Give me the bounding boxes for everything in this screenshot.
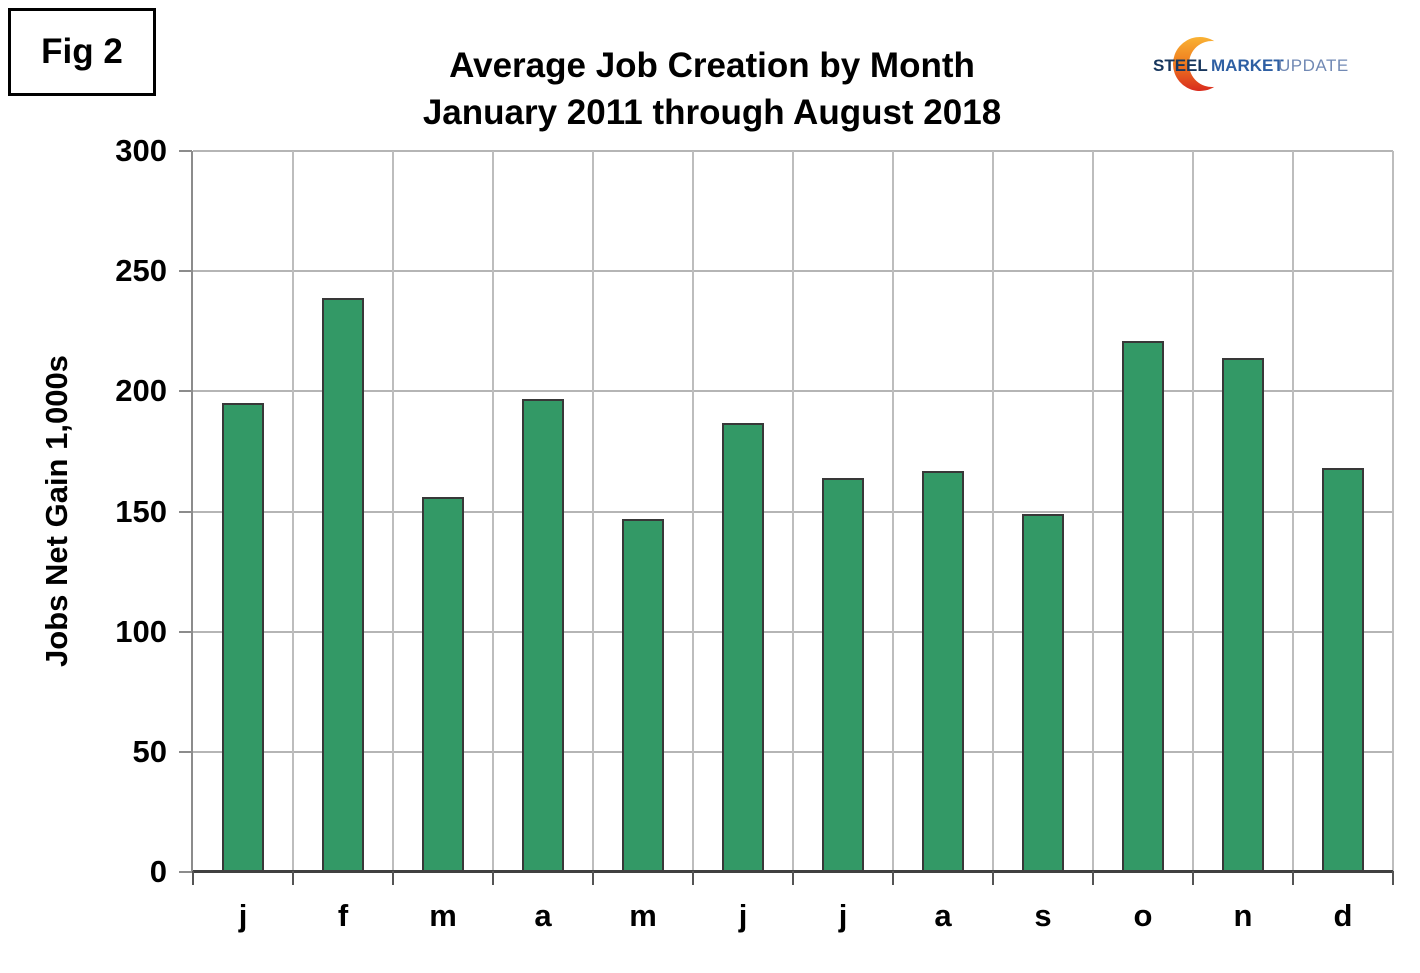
x-tick-label-11-n: n [1233,898,1253,933]
gridline-v-1 [292,151,294,872]
y-tick-label-200: 200 [115,373,167,409]
x-tick-12 [1392,871,1394,885]
x-tick-0 [192,871,194,885]
figure-label-text: Fig 2 [41,32,123,71]
x-tick-label-12-d: d [1333,898,1353,933]
chart-title-line2: January 2011 through August 2018 [422,93,1002,132]
y-tick-label-150: 150 [115,493,167,529]
x-tick-label-4-a: a [534,898,552,933]
x-tick-11 [1292,871,1294,885]
y-tick-label-250: 250 [115,253,167,289]
x-tick-label-9-s: s [1034,898,1052,933]
bar-1-j [222,403,264,872]
bar-3-m [422,497,464,872]
y-tick-50 [179,750,192,753]
bar-5-m [622,519,664,872]
x-tick-4 [592,871,594,885]
gridline-v-11 [1292,151,1294,872]
gridline-v-6 [792,151,794,872]
x-tick-7 [892,871,894,885]
x-tick-2 [392,871,394,885]
x-tick-label-10-o: o [1133,898,1153,933]
bar-9-s [1022,514,1064,872]
chart-title-line1: Average Job Creation by Month [449,46,975,85]
bar-8-a [922,471,964,872]
x-tick-5 [692,871,694,885]
x-tick-10 [1192,871,1194,885]
bar-chart-plot-area [191,150,1394,873]
gridline-v-8 [992,151,994,872]
gridline-v-4 [592,151,594,872]
bar-11-n [1222,358,1264,872]
chart-title: Average Job Creation by Month January 20… [423,42,1001,136]
gridline-v-5 [692,151,694,872]
x-tick-3 [492,871,494,885]
steel-market-update-logo: STEEL MARKET UPDATE [1153,37,1349,91]
x-tick-label-5-m: m [629,898,657,933]
gridline-v-7 [892,151,894,872]
bar-6-j [722,423,764,872]
y-axis-line [191,151,193,872]
crescent-moon-icon [1172,37,1215,91]
x-tick-label-3-m: m [429,898,457,933]
bar-12-d [1322,468,1364,872]
y-tick-label-50: 50 [132,733,167,769]
gridline-v-9 [1092,151,1094,872]
logo-text-steel: STEEL [1153,56,1208,75]
bar-7-j [822,478,864,872]
y-tick-100 [179,630,192,633]
x-tick-9 [1092,871,1094,885]
figure-label: Fig 2 [8,8,156,96]
gridline-v-2 [392,151,394,872]
x-tick-label-8-a: a [934,898,952,933]
y-tick-150 [179,510,192,513]
gridline-v-3 [492,151,494,872]
gridline-v-10 [1192,151,1194,872]
gridline-v-12 [1392,151,1394,872]
y-tick-250 [179,270,192,273]
x-tick-6 [792,871,794,885]
x-tick-label-6-j: j [738,898,748,933]
logo-text-update: UPDATE [1278,56,1349,75]
x-tick-label-7-j: j [838,898,848,933]
bar-4-a [522,399,564,872]
y-axis-title: Jobs Net Gain 1,000s [39,355,74,667]
bar-2-f [322,298,364,872]
x-tick-1 [292,871,294,885]
y-tick-label-100: 100 [115,613,167,649]
y-tick-300 [179,150,192,152]
logo-text-market: MARKET [1211,56,1284,75]
x-tick-label-2-f: f [337,898,349,933]
y-tick-200 [179,390,192,393]
y-tick-label-0: 0 [149,854,167,889]
y-tick-label-300: 300 [115,133,167,168]
y-tick-0 [179,871,192,873]
bar-10-o [1122,341,1164,872]
x-tick-label-1-j: j [238,898,248,933]
x-tick-8 [992,871,994,885]
